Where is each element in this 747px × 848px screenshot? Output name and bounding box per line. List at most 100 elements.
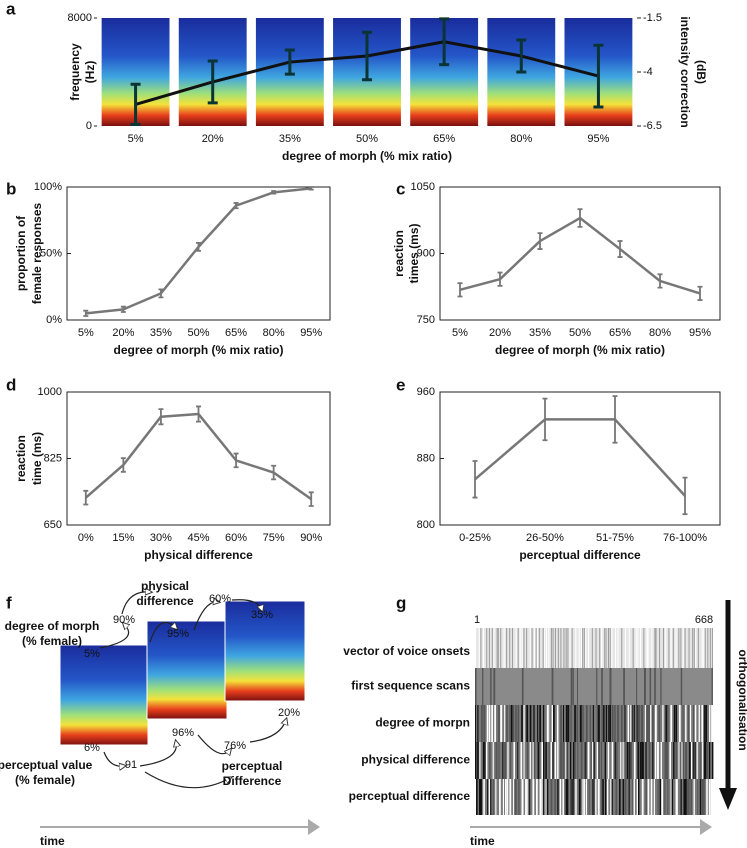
stripe <box>575 779 577 815</box>
stripe <box>486 705 489 742</box>
stripe <box>710 779 713 815</box>
stripe <box>511 628 513 668</box>
stripe <box>554 628 556 668</box>
stripe <box>566 742 568 779</box>
stripe <box>648 705 650 742</box>
stripe <box>542 705 545 742</box>
stripe <box>601 705 603 742</box>
stripe <box>475 705 477 742</box>
diagram-label: 60% <box>209 593 231 605</box>
stripe <box>567 628 569 668</box>
connector-arrow <box>149 622 176 643</box>
stripe <box>641 779 644 815</box>
y-tick-label: 0% <box>46 314 62 326</box>
stripe <box>475 668 477 705</box>
x-tick-label: 30% <box>150 532 172 544</box>
stripe <box>588 779 590 815</box>
stripe <box>708 742 711 779</box>
panel-letter: c <box>396 179 405 198</box>
stripe <box>708 779 711 815</box>
stripe <box>648 742 651 779</box>
stripe <box>697 779 699 815</box>
y-tick-label: 100% <box>34 181 62 193</box>
stripe <box>571 628 573 668</box>
stripe <box>654 628 656 668</box>
x-tick-label: 51-75% <box>596 532 634 544</box>
stripe <box>582 705 584 742</box>
stripe <box>488 779 490 815</box>
stripe <box>678 705 681 742</box>
stripe <box>590 742 592 779</box>
stripe <box>667 779 669 815</box>
y-tick-label: 1000 <box>38 386 62 398</box>
plot-frame <box>439 186 721 321</box>
x-axis-label: physical difference <box>144 548 253 562</box>
y-tick-label: 50% <box>40 247 62 259</box>
stripe <box>621 628 623 668</box>
stripe <box>629 742 632 779</box>
stripe <box>615 628 617 668</box>
stripe <box>641 742 643 779</box>
stripe <box>479 742 481 779</box>
stripe <box>711 628 713 668</box>
stripe <box>711 705 713 742</box>
panel-letter: b <box>6 179 16 198</box>
stripe <box>584 742 586 779</box>
stripe <box>635 628 637 668</box>
stripe <box>623 668 625 705</box>
stripe <box>659 779 662 815</box>
stripe <box>637 628 639 668</box>
diagram-label: 35% <box>251 609 273 621</box>
stripe <box>688 742 691 779</box>
stripe <box>499 779 501 815</box>
stripe <box>492 742 494 779</box>
stripe <box>533 705 535 742</box>
x-tick-label: 90% <box>300 532 322 544</box>
stripe <box>694 705 697 742</box>
stripe <box>630 705 632 742</box>
stripe <box>481 705 483 742</box>
stripe <box>521 705 523 742</box>
stripe <box>658 705 661 742</box>
stripe <box>645 742 647 779</box>
stripe <box>654 742 657 779</box>
stripe <box>491 705 493 742</box>
stripe <box>596 742 599 779</box>
stripe <box>640 628 642 668</box>
stripe <box>506 779 509 815</box>
stripe <box>521 628 523 668</box>
stripe <box>494 705 496 742</box>
stripe <box>651 705 654 742</box>
stripe <box>682 742 685 779</box>
time-label: time <box>40 834 65 848</box>
stripe <box>637 742 640 779</box>
stripe <box>668 628 670 668</box>
stripe <box>628 779 630 815</box>
stripe <box>665 705 668 742</box>
stripe <box>578 628 580 668</box>
stripe <box>500 628 502 668</box>
stripe <box>709 628 711 668</box>
connector-arrow <box>197 734 230 754</box>
stripe <box>606 779 609 815</box>
stripe <box>644 705 646 742</box>
y-axis-label: female responses <box>30 202 44 304</box>
stripe <box>486 628 488 668</box>
stripe <box>577 742 579 779</box>
stripe <box>495 779 497 815</box>
stripe <box>519 628 521 668</box>
stripe <box>565 779 568 815</box>
stripe <box>588 628 590 668</box>
stripe <box>688 628 690 668</box>
stripe <box>636 705 638 742</box>
stripe <box>570 705 572 742</box>
error-bar <box>196 241 201 252</box>
stripe <box>535 628 537 668</box>
stripe <box>670 779 672 815</box>
diagram-label: perceptual value <box>0 758 93 772</box>
error-bar <box>271 464 277 481</box>
stripe <box>601 779 604 815</box>
stripe <box>554 742 557 779</box>
stripe <box>506 628 508 668</box>
error-bar <box>457 282 463 298</box>
